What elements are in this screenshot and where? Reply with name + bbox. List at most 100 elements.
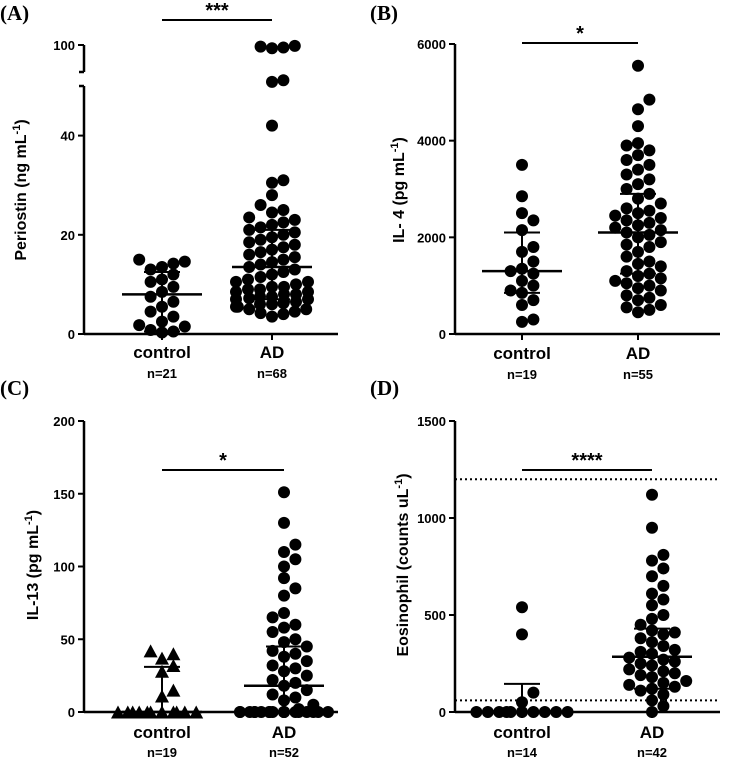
data-point [288, 238, 301, 251]
data-point [167, 280, 180, 293]
data-point [657, 640, 670, 653]
data-point [178, 255, 191, 268]
data-point [643, 255, 656, 268]
data-point [632, 294, 644, 307]
data-point [516, 190, 528, 203]
category-label: control [133, 723, 191, 742]
data-point [516, 628, 528, 641]
y-tick-label: 2000 [417, 230, 446, 245]
data-point [234, 706, 246, 718]
data-point [620, 139, 633, 152]
data-point [230, 275, 242, 288]
data-point [254, 283, 266, 296]
data-point [289, 538, 302, 551]
y-axis-label-close: ) [13, 119, 30, 124]
data-point [277, 266, 290, 278]
panel-label: (B) [370, 1, 398, 25]
y-tick-label: 150 [53, 487, 75, 502]
n-label: n=19 [147, 745, 177, 760]
data-point [266, 119, 278, 132]
y-axis-label-superscript: -1 [11, 125, 23, 135]
data-point [254, 258, 267, 271]
data-point [646, 612, 658, 625]
y-tick-label: 0 [439, 705, 446, 720]
data-point [300, 640, 313, 653]
data-point [144, 275, 157, 288]
y-axis-label: Periostin (ng mL-1) [11, 119, 30, 260]
data-point [133, 319, 146, 332]
data-point [668, 667, 681, 680]
group-ad: AD n=52 [234, 486, 334, 760]
data-point [278, 589, 290, 602]
significance-label: **** [571, 450, 602, 472]
data-point [144, 305, 157, 318]
panel-c: (C) 0 50 100 150 200 IL-13 (pg mL-1) * control n=… [0, 376, 338, 760]
data-point [634, 684, 647, 697]
data-point [632, 120, 644, 133]
data-point [657, 548, 670, 561]
group-control: control n=14 [470, 601, 574, 760]
category-label: control [493, 344, 551, 363]
data-point [646, 488, 658, 501]
data-point [620, 301, 633, 314]
data-point [277, 228, 290, 241]
y-tick-label: 200 [53, 414, 75, 429]
data-point [643, 291, 656, 304]
data-point [254, 199, 267, 212]
data-point [278, 621, 290, 634]
data-point [167, 268, 180, 281]
data-point [620, 154, 633, 166]
data-point [516, 207, 528, 220]
data-point [166, 647, 181, 661]
data-point [278, 280, 290, 293]
data-point [527, 686, 540, 699]
data-point [266, 310, 278, 323]
data-point [620, 183, 633, 195]
y-tick-label: 500 [424, 608, 446, 623]
data-point [646, 554, 658, 567]
data-point [634, 632, 647, 645]
data-point [657, 579, 670, 592]
data-point [243, 223, 256, 236]
significance-label: *** [205, 0, 229, 22]
data-point [632, 163, 644, 176]
data-point [654, 272, 667, 285]
data-point [242, 273, 254, 286]
data-point [654, 260, 667, 273]
data-point [623, 678, 636, 691]
data-point [307, 698, 320, 711]
data-point [634, 657, 647, 670]
data-point [243, 211, 256, 224]
data-point [646, 521, 658, 534]
data-point [166, 683, 181, 697]
data-point [254, 246, 267, 259]
data-point [277, 204, 290, 216]
y-tick-label: 1000 [417, 511, 446, 526]
y-tick-label: 4000 [417, 134, 446, 149]
data-point [289, 582, 302, 595]
data-point [643, 93, 656, 106]
data-point [646, 706, 658, 718]
data-point [657, 628, 670, 641]
y-tick-label: 40 [61, 129, 75, 144]
y-tick-label: 6000 [417, 37, 446, 52]
category-label: AD [272, 723, 297, 742]
category-label: control [493, 723, 551, 742]
data-point [266, 611, 279, 624]
data-point [620, 250, 633, 263]
data-point [144, 324, 157, 337]
data-point [166, 658, 181, 672]
data-point [643, 216, 656, 229]
data-point [527, 313, 540, 326]
data-point [668, 626, 681, 639]
category-label: AD [626, 344, 651, 363]
data-point [668, 655, 681, 668]
data-point [254, 40, 267, 53]
data-point [167, 257, 180, 270]
data-point [254, 270, 267, 283]
data-point [266, 644, 279, 657]
group-control: control n=19 [111, 644, 204, 760]
data-point [111, 705, 125, 719]
y-axis-label-superscript: -1 [393, 479, 405, 489]
